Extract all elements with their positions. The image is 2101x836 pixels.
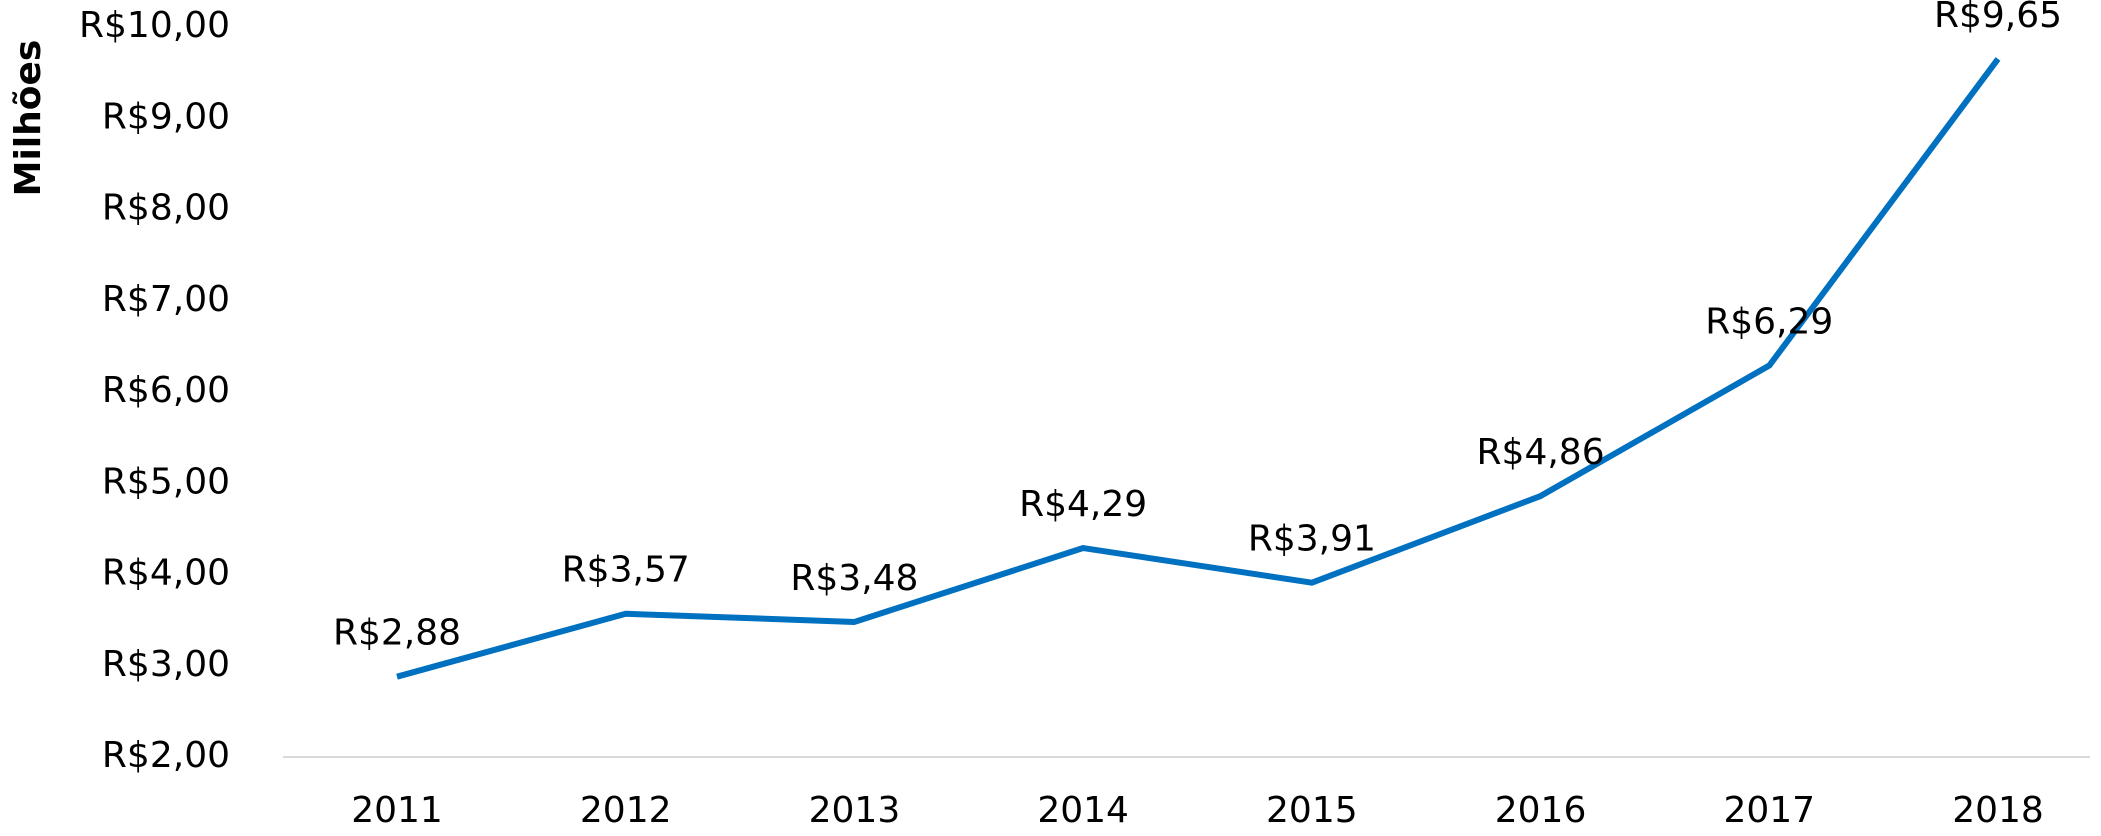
y-tick-label: R$2,00 (102, 735, 230, 776)
y-tick-label: R$7,00 (102, 279, 230, 320)
x-tick-label: 2017 (1723, 790, 1815, 831)
y-tick-label: R$4,00 (102, 553, 230, 594)
y-tick-label: R$8,00 (102, 188, 230, 229)
x-tick-label: 2016 (1495, 790, 1587, 831)
x-tick-label: 2011 (351, 790, 443, 831)
y-tick-label: R$6,00 (102, 370, 230, 411)
y-tick-label: R$10,00 (79, 5, 230, 46)
data-label: R$3,48 (790, 558, 918, 599)
data-label: R$6,29 (1705, 302, 1833, 343)
x-tick-label: 2014 (1037, 790, 1129, 831)
x-tick-label: 2013 (809, 790, 901, 831)
data-label: R$3,57 (562, 550, 690, 591)
data-label: R$3,91 (1248, 519, 1376, 560)
x-tick-label: 2012 (580, 790, 672, 831)
y-axis-label: Milhões (8, 40, 49, 197)
x-tick-label: 2015 (1266, 790, 1358, 831)
data-label: R$9,65 (1934, 0, 2062, 36)
x-tick-label: 2018 (1952, 790, 2044, 831)
data-label: R$4,86 (1477, 432, 1605, 473)
data-label: R$4,29 (1019, 484, 1147, 525)
data-label: R$2,88 (333, 613, 461, 654)
y-tick-label: R$5,00 (102, 461, 230, 502)
y-tick-label: R$9,00 (102, 96, 230, 137)
line-series (396, 57, 2001, 680)
y-tick-label: R$3,00 (102, 644, 230, 685)
